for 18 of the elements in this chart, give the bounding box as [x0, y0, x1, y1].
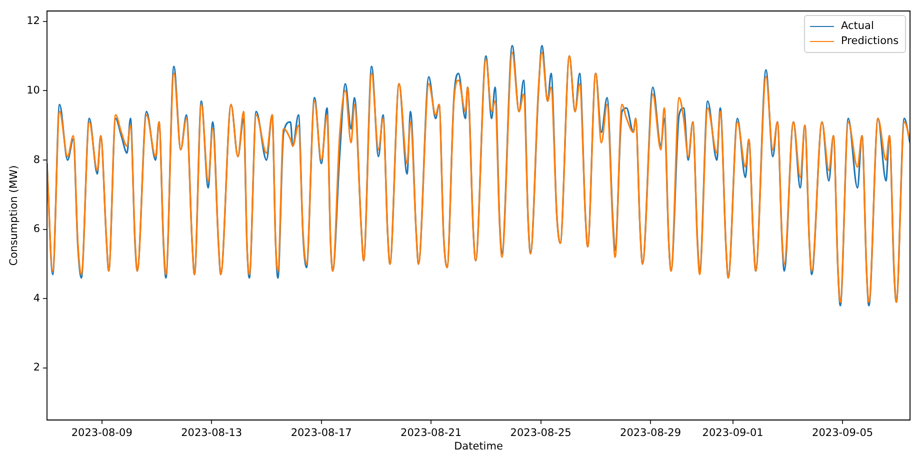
y-tick-label: 2 — [33, 362, 40, 374]
y-tick-label: 12 — [26, 15, 40, 28]
x-tick-label: 2023-08-25 — [510, 427, 572, 440]
y-tick-label: 6 — [33, 223, 40, 236]
y-tick-label: 10 — [26, 84, 40, 96]
legend-label: Predictions — [841, 34, 899, 49]
y-axis-title: Consumption (MW) — [8, 165, 20, 266]
legend-label: Actual — [841, 19, 874, 34]
y-tick-label: 4 — [33, 292, 40, 304]
x-tick-label: 2023-08-17 — [290, 427, 352, 440]
x-tick-label: 2023-08-21 — [400, 427, 462, 440]
y-tick-label: 8 — [33, 154, 40, 166]
x-tick-label: 2023-08-09 — [71, 427, 132, 440]
x-tick-label: 2023-09-01 — [702, 427, 764, 440]
x-tick-label: 2023-09-05 — [812, 427, 874, 440]
x-tick-label: 2023-08-29 — [620, 427, 682, 440]
x-axis-title: Datetime — [454, 440, 503, 452]
x-tick-label: 2023-08-13 — [181, 427, 242, 440]
